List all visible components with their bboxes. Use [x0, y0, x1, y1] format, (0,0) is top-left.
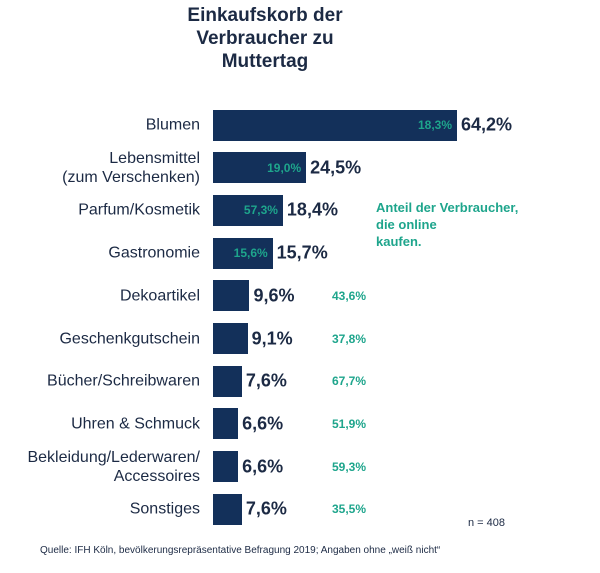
category-label: Bücher/Schreibwaren — [47, 372, 200, 390]
category-label: Blumen — [145, 116, 200, 134]
bar — [213, 152, 307, 184]
online-share-label: 43,6% — [332, 288, 367, 303]
bar — [213, 194, 283, 226]
category-label: Geschenkgutschein — [59, 330, 200, 347]
category-label: Gastronomie — [108, 244, 200, 262]
value-label: 7,6% — [245, 498, 287, 519]
bar — [213, 365, 242, 397]
source: Quelle: IFH Köln, bevölkerungsrepräsenta… — [40, 545, 441, 556]
online-share-label: 15,6% — [233, 246, 268, 261]
legend-annotation: Anteil der Verbraucher, die online kaufe… — [376, 200, 519, 249]
category-label: Uhren & Schmuck — [71, 415, 200, 433]
value-label: 15,7% — [276, 242, 328, 263]
value-label: 18,4% — [286, 199, 338, 220]
online-share-label: 59,3% — [332, 459, 367, 474]
bar — [213, 408, 239, 440]
category-label: Bekleidung/Lederwaren/ Accessoires — [27, 448, 200, 485]
category-label: Dekoartikel — [119, 287, 200, 305]
chart-title: Einkaufskorb der Verbraucher zu Mutterta… — [187, 5, 343, 72]
sample-size: n = 408 — [468, 517, 506, 529]
online-share-label: 35,5% — [332, 502, 367, 517]
value-label: 6,6% — [242, 456, 284, 477]
value-label: 6,6% — [242, 413, 284, 434]
bar — [213, 451, 239, 483]
online-share-label: 67,7% — [332, 374, 367, 389]
bar — [213, 493, 242, 525]
online-share-label: 18,3% — [417, 118, 452, 132]
bar — [213, 109, 457, 141]
category-label: Sonstiges — [129, 500, 200, 518]
online-share-label: 51,9% — [332, 416, 367, 431]
category-label: Lebensmittel (zum Verschenken) — [62, 149, 200, 186]
online-share-label: 57,3% — [243, 203, 278, 218]
online-share-label: 19,0% — [267, 160, 302, 175]
bar — [213, 280, 250, 312]
value-label: 9,1% — [251, 328, 293, 348]
value-label: 9,6% — [253, 285, 295, 306]
online-share-label: 37,8% — [332, 331, 367, 346]
bar — [213, 237, 273, 269]
value-label: 7,6% — [245, 370, 287, 391]
bar — [213, 323, 248, 354]
category-label: Parfum/Kosmetik — [78, 201, 200, 219]
value-label: 24,5% — [310, 157, 362, 178]
value-label: 64,2% — [461, 114, 513, 135]
